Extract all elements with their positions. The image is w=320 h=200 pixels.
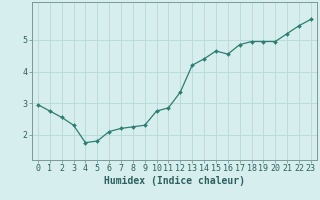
X-axis label: Humidex (Indice chaleur): Humidex (Indice chaleur): [104, 176, 245, 186]
